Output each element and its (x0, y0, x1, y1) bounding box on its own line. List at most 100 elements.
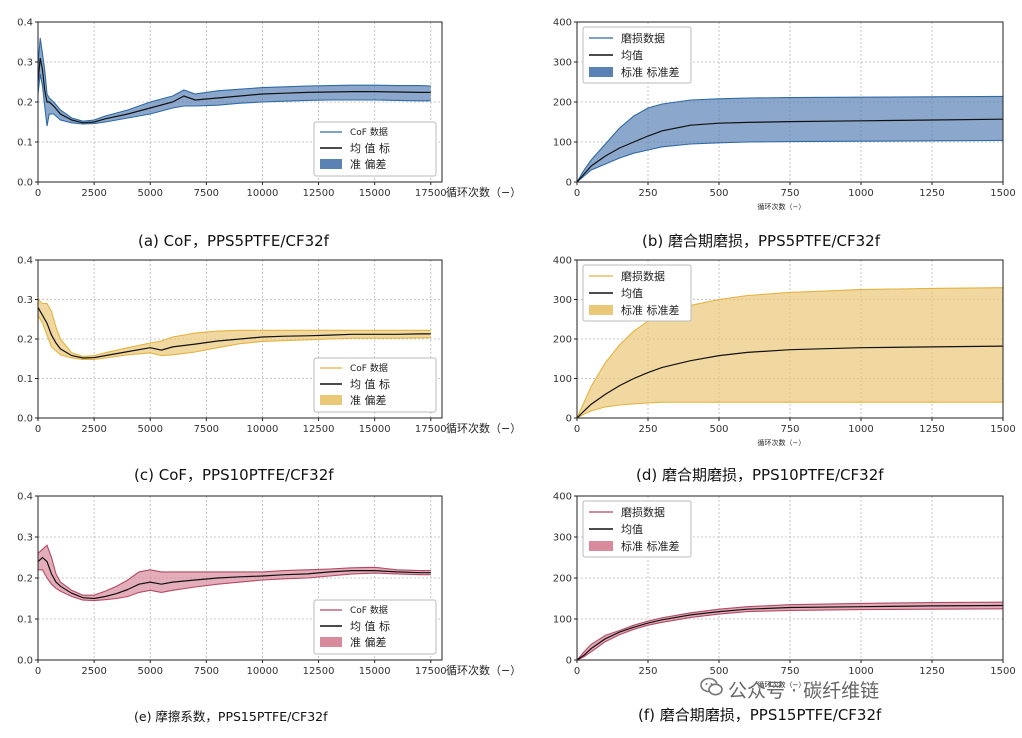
mean-line (37, 307, 431, 359)
std-band (38, 299, 431, 360)
y-tick-label-0: 0 (566, 414, 572, 425)
mean-line (576, 604, 1004, 661)
x-tick-label-3: 750 (780, 188, 799, 199)
legend-swatch-std (589, 67, 613, 77)
caption-e: (e) 摩擦系数，PPS15PTFE/CF32f (134, 709, 328, 724)
legend-label-mean: 均 值 标 (350, 141, 390, 155)
y-tick-label-4: 400 (553, 256, 572, 267)
mean-line (576, 345, 1004, 419)
data-line-upper (37, 544, 431, 596)
legend-label-mean: 均 值 标 (350, 619, 390, 633)
y-tick-label-4: 400 (553, 18, 572, 29)
x-tick-label-6: 1500 (990, 666, 1015, 677)
x-tick-label-1: 250 (638, 424, 657, 435)
y-tick-label-0: 0.0 (17, 656, 33, 667)
panel-c: 0 2500 5000 7500 10000 12500 15000 17500 0.0 0.1 0… (0, 250, 521, 450)
x-tick-label-2: 5000 (137, 424, 162, 435)
x-tick-label-4: 1000 (848, 424, 873, 435)
legend-label-data: 磨损数据 (621, 269, 665, 283)
y-tick-label-4: 0.4 (17, 256, 33, 267)
caption-d: (d) 磨合期磨损，PPS10PTFE/CF32f (636, 466, 884, 484)
legend-label-std: 标准 标准差 (621, 303, 680, 317)
y-tick-label-1: 0.1 (17, 615, 33, 626)
data-line-lower (576, 608, 1004, 661)
data-line-upper (576, 601, 1004, 661)
legend-label-data: CoF 数据 (350, 604, 388, 616)
x-tick-label-5: 12500 (303, 424, 335, 435)
x-axis-label: 循环次数（−） (446, 421, 521, 435)
data-line-lower (37, 73, 431, 127)
x-tick-label-4: 10000 (247, 188, 279, 199)
x-tick-label-6: 1500 (990, 424, 1015, 435)
chart-b: 0 250 500 750 1000 1250 1500 0 100 200 300 400 循环次数（… (553, 18, 1016, 212)
y-tick-label-2: 200 (553, 574, 572, 585)
legend-label-data: CoF 数据 (350, 362, 388, 374)
x-tick-label-3: 7500 (194, 188, 219, 199)
x-tick-label-4: 10000 (247, 424, 279, 435)
x-axis-label: 循环次数（−） (758, 202, 806, 211)
chart-e: 0 2500 5000 7500 10000 12500 15000 17500 0.0 0.1 0… (17, 492, 521, 678)
legend-label-std: 准 偏差 (350, 635, 387, 649)
panel-f: 0 250 500 750 1000 1250 1500 0 100 200 300 400 循环次数（… (540, 486, 1020, 690)
x-tick-label-1: 2500 (81, 188, 106, 199)
data-line-lower (38, 569, 431, 602)
x-tick-label-4: 1000 (848, 188, 873, 199)
x-tick-label-5: 1250 (919, 424, 944, 435)
legend-label-std: 准 偏差 (350, 393, 387, 407)
legend: CoF 数据均 值 标准 偏差 (313, 599, 437, 655)
std-band (38, 38, 431, 126)
panel-e: 0 2500 5000 7500 10000 12500 15000 17500 0.0 0.1 0… (0, 486, 521, 686)
watermark-text: 公众号 · 碳纤维链 (728, 680, 880, 702)
x-tick-label-6: 15000 (359, 188, 391, 199)
y-tick-label-0: 0.0 (17, 414, 33, 425)
x-tick-label-5: 1250 (919, 666, 944, 677)
y-tick-label-1: 0.1 (17, 374, 33, 385)
panel-a: 0 2500 5000 7500 10000 12500 15000 17500 0.0 0.1 0… (0, 10, 521, 210)
data-line-lower (37, 315, 431, 361)
x-tick-label-2: 500 (709, 188, 728, 199)
x-tick-label-0: 0 (574, 188, 580, 199)
y-tick-label-3: 0.3 (17, 295, 33, 306)
x-tick-label-2: 500 (709, 666, 728, 677)
x-tick-label-0: 0 (574, 424, 580, 435)
x-tick-label-2: 500 (709, 424, 728, 435)
x-axis-label: 循环次数（−） (446, 663, 521, 677)
legend-label-data: 磨损数据 (621, 31, 665, 45)
legend-swatch-std (589, 305, 613, 315)
caption-a: (a) CoF，PPS5PTFE/CF32f (138, 232, 329, 250)
x-tick-label-1: 250 (638, 188, 657, 199)
legend-label-std: 准 偏差 (350, 157, 387, 171)
data-line-lower (576, 139, 1004, 183)
caption-b: (b) 磨合期磨损，PPS5PTFE/CF32f (642, 232, 880, 250)
chart-f: 0 250 500 750 1000 1250 1500 0 100 200 300 400 循环次数（… (553, 492, 1016, 690)
std-band (577, 96, 1003, 182)
legend: CoF 数据均 值 标准 偏差 (313, 357, 437, 413)
y-tick-label-2: 0.2 (17, 98, 33, 109)
legend-label-mean: 均值 (621, 287, 643, 300)
x-axis-label: 循环次数（−） (758, 438, 806, 447)
x-tick-label-7: 17500 (415, 188, 447, 199)
chart-c: 0 2500 5000 7500 10000 12500 15000 17500 0.0 0.1 0… (17, 256, 521, 436)
x-tick-label-2: 5000 (137, 666, 162, 677)
x-tick-label-7: 17500 (415, 666, 447, 677)
caption-c: (c) CoF，PPS10PTFE/CF32f (134, 466, 334, 484)
data-line-lower (576, 401, 1003, 419)
y-tick-label-2: 200 (553, 98, 572, 109)
legend-swatch-std (320, 395, 342, 405)
x-tick-label-3: 7500 (194, 666, 219, 677)
x-tick-label-5: 12500 (303, 188, 335, 199)
legend-box (313, 357, 437, 413)
data-line-upper (37, 37, 431, 122)
y-tick-label-1: 100 (553, 138, 572, 149)
y-tick-label-2: 0.2 (17, 335, 33, 346)
x-tick-label-3: 7500 (194, 424, 219, 435)
mean-line (37, 57, 431, 124)
x-tick-label-3: 750 (780, 424, 799, 435)
legend-label-mean: 均值 (621, 523, 643, 536)
y-tick-label-1: 0.1 (17, 138, 33, 149)
legend-box (313, 121, 437, 177)
x-tick-label-5: 12500 (303, 666, 335, 677)
x-tick-label-3: 750 (780, 666, 799, 677)
y-tick-label-4: 0.4 (17, 18, 33, 29)
x-tick-label-1: 2500 (81, 666, 106, 677)
